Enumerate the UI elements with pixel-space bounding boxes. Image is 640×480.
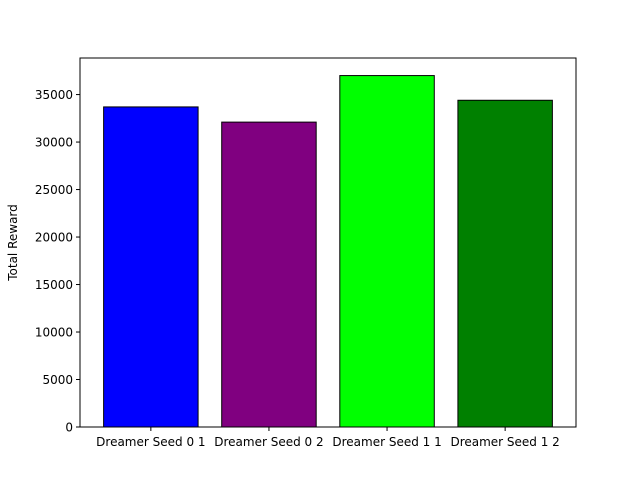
y-axis-label: Total Reward xyxy=(6,204,20,282)
x-axis: Dreamer Seed 0 1 Dreamer Seed 0 2 Dreamer … xyxy=(96,427,560,449)
bar xyxy=(221,121,317,428)
bar xyxy=(103,106,199,428)
y-tick-label: 15000 xyxy=(35,278,73,292)
y-tick-label: 25000 xyxy=(35,183,73,197)
y-tick-label: 0 xyxy=(65,421,73,435)
x-tick-label: Dreamer Seed 1 1 xyxy=(332,435,441,449)
y-axis: 0 5000 10000 15000 20000 25000 30000 35000 xyxy=(35,88,80,435)
y-tick-label: 20000 xyxy=(35,231,73,245)
y-tick-label: 5000 xyxy=(42,373,73,387)
plot-frame xyxy=(79,57,577,428)
x-tick-label: Dreamer Seed 0 1 xyxy=(96,435,205,449)
y-tick-label: 35000 xyxy=(35,88,73,102)
bars-group xyxy=(103,75,553,428)
y-tick-label: 10000 xyxy=(35,326,73,340)
x-tick-label: Dreamer Seed 0 2 xyxy=(214,435,323,449)
x-tick-label: Dreamer Seed 1 2 xyxy=(450,435,559,449)
bar xyxy=(457,99,553,428)
y-tick-label: 30000 xyxy=(35,136,73,150)
bar xyxy=(339,75,435,428)
